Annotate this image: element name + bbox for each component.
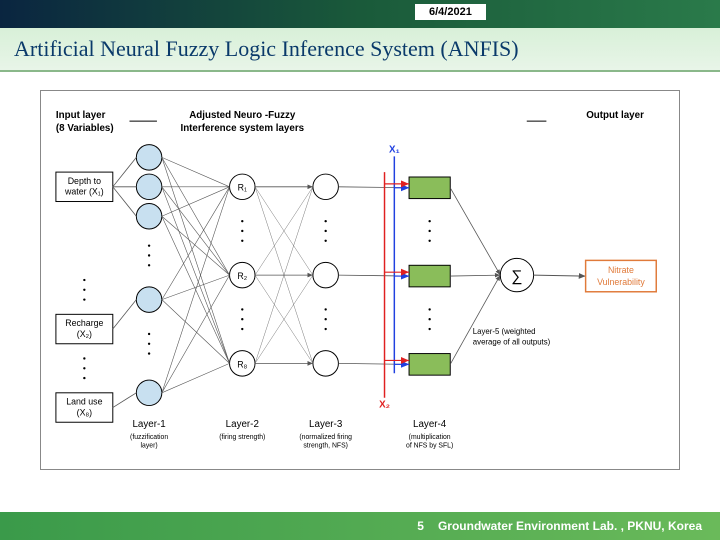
anfis-diagram: Input layer (8 Variables) Adjusted Neuro -… xyxy=(40,90,680,470)
svg-text:strength, NFS): strength, NFS) xyxy=(303,443,348,450)
svg-text:R₈: R₈ xyxy=(237,359,247,369)
svg-text:Nitrate: Nitrate xyxy=(608,265,634,275)
diagram-svg: Input layer (8 Variables) Adjusted Neuro -… xyxy=(51,101,669,459)
svg-text:(firing strength): (firing strength) xyxy=(219,434,265,441)
svg-text:X₂: X₂ xyxy=(379,400,390,411)
svg-text:∑: ∑ xyxy=(511,268,522,285)
svg-text:Input layer: Input layer xyxy=(56,110,106,121)
svg-text:(normalized firing: (normalized firing xyxy=(299,434,352,441)
svg-text:Depth to: Depth to xyxy=(68,176,101,186)
svg-text:water (X₁): water (X₁) xyxy=(64,187,104,197)
svg-text:Output layer: Output layer xyxy=(586,110,644,121)
svg-text:Interference system layers: Interference system layers xyxy=(180,123,304,134)
title-area: Artificial Neural Fuzzy Logic Inference … xyxy=(0,28,720,72)
svg-text:Layer-2: Layer-2 xyxy=(226,419,259,430)
svg-text:average of all outputs): average of all outputs) xyxy=(473,338,551,347)
svg-text:of NFS by SFL): of NFS by SFL) xyxy=(406,443,453,450)
header-bar: 6/4/2021 xyxy=(0,0,720,28)
svg-text:(multiplication: (multiplication xyxy=(409,434,451,441)
svg-text:X₁: X₁ xyxy=(389,144,400,155)
svg-text:(fuzzification: (fuzzification xyxy=(130,434,168,441)
svg-text:Vulnerability: Vulnerability xyxy=(597,277,645,287)
page-title: Artificial Neural Fuzzy Logic Inference … xyxy=(14,36,706,62)
svg-text:Layer-5 (weighted: Layer-5 (weighted xyxy=(473,327,536,336)
svg-text:Layer-4: Layer-4 xyxy=(413,419,447,430)
svg-text:(8 Variables): (8 Variables) xyxy=(56,123,114,134)
svg-text:(X₂): (X₂) xyxy=(77,329,92,339)
svg-text:layer): layer) xyxy=(141,443,158,450)
svg-text:R₂: R₂ xyxy=(237,271,247,281)
svg-text:(X₈): (X₈) xyxy=(77,407,92,417)
svg-text:Land use: Land use xyxy=(66,397,102,407)
footer-text: Groundwater Environment Lab. , PKNU, Kor… xyxy=(438,519,702,533)
date-box: 6/4/2021 xyxy=(415,4,486,20)
svg-text:Recharge: Recharge xyxy=(65,318,103,328)
svg-text:Layer-1: Layer-1 xyxy=(132,419,165,430)
footer-bar: 5 Groundwater Environment Lab. , PKNU, K… xyxy=(0,512,720,540)
svg-text:Adjusted Neuro -Fuzzy: Adjusted Neuro -Fuzzy xyxy=(189,110,296,121)
svg-text:R₁: R₁ xyxy=(238,183,247,193)
svg-text:Layer-3: Layer-3 xyxy=(309,419,343,430)
page-number: 5 xyxy=(417,519,424,533)
